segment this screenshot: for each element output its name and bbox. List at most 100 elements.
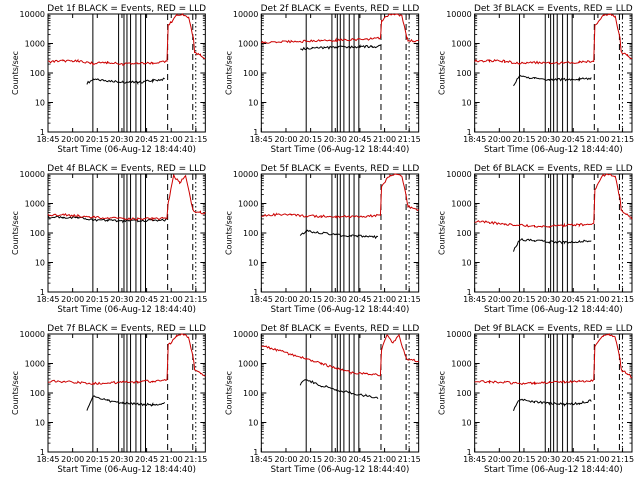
x-tick-label: 21:15 — [184, 295, 207, 304]
x-tick-label: 21:15 — [611, 455, 634, 464]
x-tick-label: 21:15 — [611, 135, 634, 144]
x-axis-label: Start Time (06-Aug-12 18:44:40) — [484, 465, 623, 475]
series-lld-line — [47, 174, 206, 221]
y-tick-label: 10 — [461, 419, 471, 428]
x-tick-label: 20:15 — [86, 135, 109, 144]
x-tick-label: 21:00 — [160, 455, 183, 464]
y-tick-label: 10000 — [446, 330, 471, 339]
y-tick-label: 1 — [40, 128, 45, 137]
x-axis-label: Start Time (06-Aug-12 18:44:40) — [484, 305, 623, 315]
y-axis-label: Counts/sec — [224, 51, 233, 95]
series-events-line — [86, 77, 165, 86]
y-axis-label: Counts/sec — [11, 51, 20, 95]
series-events-line — [86, 395, 166, 411]
x-tick-label: 21:15 — [611, 295, 634, 304]
y-tick-label: 10000 — [20, 10, 45, 19]
x-tick-label: 20:30 — [537, 295, 560, 304]
x-tick-label: 21:15 — [184, 135, 207, 144]
x-tick-label: 21:00 — [586, 135, 609, 144]
series-events-line — [47, 215, 168, 224]
x-axis-label: Start Time (06-Aug-12 18:44:40) — [57, 145, 196, 155]
y-tick-label: 100 — [243, 389, 258, 398]
panel-title: Det 3f BLACK = Events, RED = LLD — [474, 4, 633, 14]
y-tick-label: 10000 — [20, 330, 45, 339]
x-tick-label: 20:15 — [299, 295, 322, 304]
x-tick-label: 20:45 — [135, 455, 158, 464]
x-tick-label: 20:15 — [86, 455, 109, 464]
x-tick-label: 20:15 — [299, 135, 322, 144]
x-tick-label: 18:45 — [250, 455, 273, 464]
panel-8: Det 8f BLACK = Events, RED = LLD 1 10 100 10… — [224, 324, 420, 475]
x-tick-label: 20:00 — [274, 455, 297, 464]
y-tick-label: 1000 — [25, 40, 45, 49]
y-tick-label: 1 — [253, 288, 258, 297]
x-tick-label: 21:15 — [398, 455, 421, 464]
y-tick-label: 100 — [30, 229, 45, 238]
y-tick-label: 100 — [243, 69, 258, 78]
series-events-line — [513, 73, 592, 87]
x-tick-label: 18:45 — [36, 295, 59, 304]
y-tick-label: 100 — [243, 229, 258, 238]
x-axis-label: Start Time (06-Aug-12 18:44:40) — [271, 465, 410, 475]
x-tick-label: 21:00 — [586, 455, 609, 464]
y-tick-label: 10 — [35, 259, 45, 268]
x-tick-label: 20:15 — [299, 455, 322, 464]
y-axis-label: Counts/sec — [224, 371, 233, 415]
series-lld-line — [260, 13, 419, 44]
y-tick-label: 100 — [30, 389, 45, 398]
y-tick-label: 10 — [35, 99, 45, 108]
x-tick-label: 20:00 — [488, 455, 511, 464]
x-tick-label: 20:30 — [324, 455, 347, 464]
x-tick-label: 21:00 — [586, 295, 609, 304]
x-tick-label: 20:30 — [537, 135, 560, 144]
panel-title: Det 6f BLACK = Events, RED = LLD — [474, 164, 633, 174]
x-tick-label: 20:30 — [324, 295, 347, 304]
x-tick-label: 21:15 — [398, 295, 421, 304]
x-axis-label: Start Time (06-Aug-12 18:44:40) — [57, 465, 196, 475]
x-tick-label: 20:45 — [135, 295, 158, 304]
panel-9: Det 9f BLACK = Events, RED = LLD 1 10 100 10… — [438, 324, 634, 475]
y-tick-label: 1 — [40, 448, 45, 457]
y-tick-label: 100 — [30, 69, 45, 78]
x-tick-label: 21:00 — [373, 135, 396, 144]
x-tick-label: 18:45 — [36, 455, 59, 464]
y-tick-label: 1000 — [25, 200, 45, 209]
y-axis-label: Counts/sec — [11, 371, 20, 415]
y-tick-label: 1000 — [451, 200, 471, 209]
series-events-line — [299, 379, 379, 400]
x-tick-label: 20:15 — [512, 455, 535, 464]
y-tick-label: 1 — [467, 128, 472, 137]
x-tick-label: 20:30 — [537, 455, 560, 464]
x-tick-label: 20:30 — [110, 295, 133, 304]
panel-1: Det 1f BLACK = Events, RED = LLD 1 10 100 10… — [11, 4, 207, 155]
y-axis-label: Counts/sec — [438, 371, 447, 415]
y-tick-label: 100 — [456, 229, 471, 238]
x-tick-label: 20:45 — [562, 135, 585, 144]
x-tick-label: 21:00 — [160, 295, 183, 304]
panel-title: Det 8f BLACK = Events, RED = LLD — [261, 324, 420, 334]
x-tick-label: 18:45 — [463, 295, 486, 304]
y-tick-label: 10000 — [233, 330, 258, 339]
y-tick-label: 10000 — [233, 10, 258, 19]
x-axis-label: Start Time (06-Aug-12 18:44:40) — [271, 305, 410, 315]
panel-7: Det 7f BLACK = Events, RED = LLD 1 10 100 10… — [11, 324, 207, 475]
x-tick-label: 20:45 — [562, 455, 585, 464]
y-tick-label: 100 — [456, 389, 471, 398]
y-axis-label: Counts/sec — [11, 211, 20, 255]
x-axis-label: Start Time (06-Aug-12 18:44:40) — [57, 305, 196, 315]
y-axis-label: Counts/sec — [438, 211, 447, 255]
x-tick-label: 21:15 — [184, 455, 207, 464]
y-tick-label: 1000 — [451, 40, 471, 49]
series-lld-line — [261, 173, 420, 219]
series-events-line — [513, 398, 592, 411]
y-tick-label: 1000 — [25, 360, 45, 369]
series-events-line — [513, 238, 592, 252]
x-tick-label: 20:30 — [324, 135, 347, 144]
x-tick-label: 20:45 — [562, 295, 585, 304]
y-tick-label: 10000 — [446, 10, 471, 19]
x-tick-label: 21:00 — [373, 455, 396, 464]
y-tick-label: 10000 — [233, 170, 258, 179]
y-tick-label: 100 — [456, 69, 471, 78]
panel-title: Det 1f BLACK = Events, RED = LLD — [47, 4, 206, 14]
